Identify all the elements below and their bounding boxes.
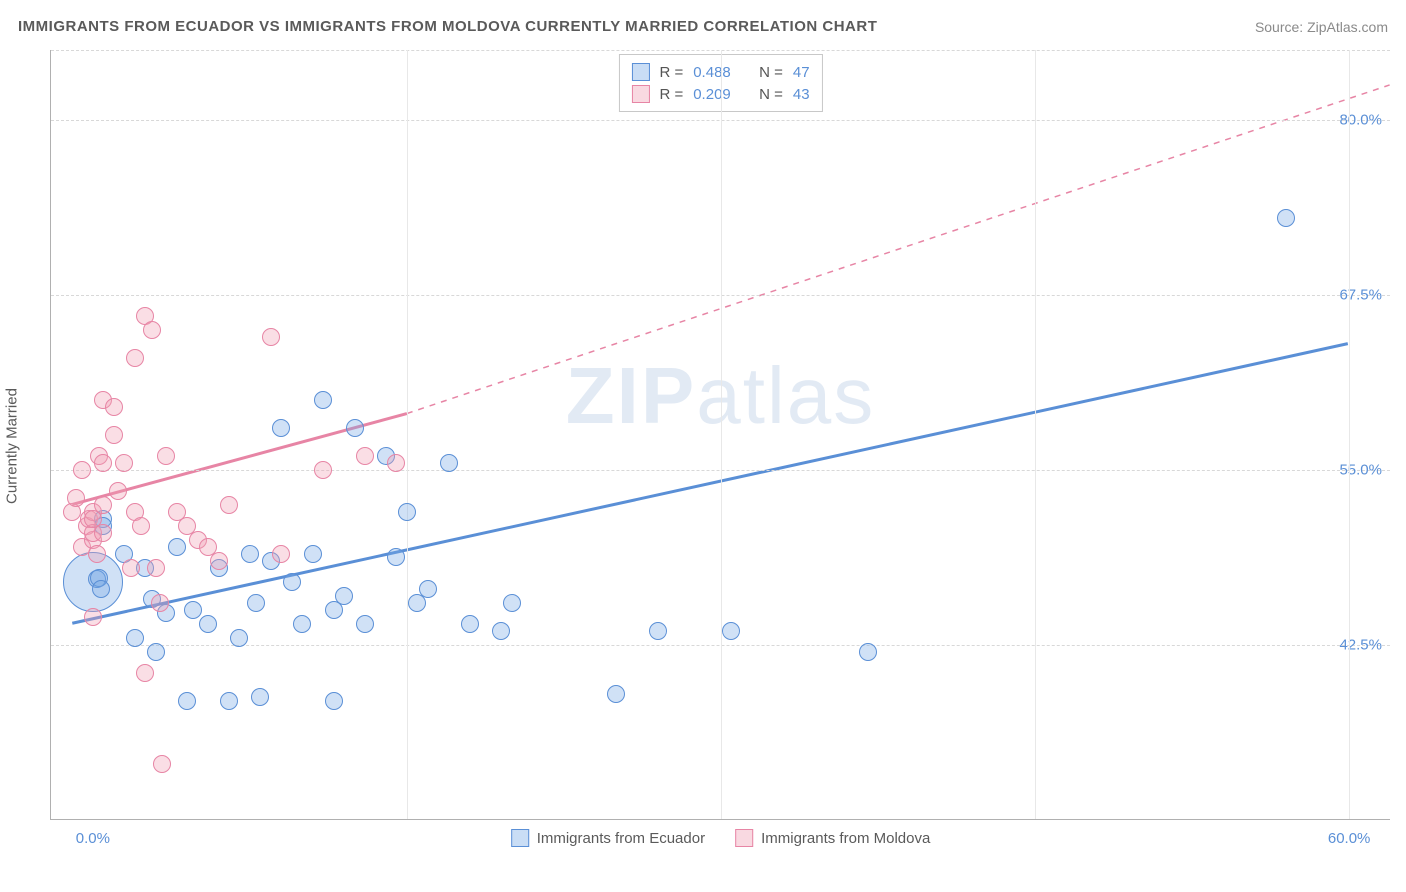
legend-bottom: Immigrants from Ecuador Immigrants from … — [511, 829, 931, 847]
scatter-point-moldova — [136, 664, 154, 682]
scatter-point-moldova — [147, 559, 165, 577]
scatter-point-moldova — [105, 398, 123, 416]
grid-line-vertical — [407, 50, 408, 819]
scatter-point-moldova — [151, 594, 169, 612]
r-value-ecuador: 0.488 — [693, 64, 731, 81]
scatter-point-moldova — [132, 517, 150, 535]
trend-line — [72, 344, 1348, 624]
scatter-point-ecuador — [314, 391, 332, 409]
scatter-point-moldova — [356, 447, 374, 465]
y-axis-label: Currently Married — [4, 388, 21, 504]
scatter-point-ecuador — [503, 594, 521, 612]
title-bar: IMMIGRANTS FROM ECUADOR VS IMMIGRANTS FR… — [18, 18, 1388, 35]
scatter-point-moldova — [143, 321, 161, 339]
swatch-pink-icon — [631, 85, 649, 103]
scatter-point-ecuador — [461, 615, 479, 633]
scatter-point-ecuador — [492, 622, 510, 640]
scatter-point-ecuador — [283, 573, 301, 591]
n-label: N = — [759, 86, 783, 103]
scatter-point-moldova — [126, 349, 144, 367]
chart-title: IMMIGRANTS FROM ECUADOR VS IMMIGRANTS FR… — [18, 18, 877, 35]
grid-line-vertical — [1035, 50, 1036, 819]
scatter-point-ecuador — [859, 643, 877, 661]
legend-label-moldova: Immigrants from Moldova — [761, 830, 930, 847]
y-tick-label: 67.5% — [1339, 287, 1382, 304]
scatter-point-ecuador — [419, 580, 437, 598]
scatter-point-ecuador — [293, 615, 311, 633]
source-label: Source: ZipAtlas.com — [1255, 19, 1388, 35]
scatter-point-ecuador — [184, 601, 202, 619]
scatter-point-ecuador — [126, 629, 144, 647]
x-tick-label: 60.0% — [1328, 830, 1371, 847]
scatter-point-ecuador — [398, 503, 416, 521]
scatter-point-moldova — [105, 426, 123, 444]
scatter-point-moldova — [73, 461, 91, 479]
y-tick-label: 42.5% — [1339, 637, 1382, 654]
plot-area: ZIPatlas R = 0.488 N = 47 R = 0.209 N = … — [50, 50, 1390, 820]
scatter-point-ecuador — [272, 419, 290, 437]
scatter-point-moldova — [115, 454, 133, 472]
scatter-point-ecuador — [251, 688, 269, 706]
y-tick-label: 55.0% — [1339, 462, 1382, 479]
scatter-point-ecuador — [178, 692, 196, 710]
scatter-point-moldova — [262, 328, 280, 346]
scatter-point-ecuador — [241, 545, 259, 563]
scatter-point-moldova — [122, 559, 140, 577]
r-label: R = — [659, 64, 683, 81]
scatter-point-ecuador — [92, 580, 110, 598]
n-label: N = — [759, 64, 783, 81]
r-label: R = — [659, 86, 683, 103]
legend-label-ecuador: Immigrants from Ecuador — [537, 830, 705, 847]
scatter-point-moldova — [94, 496, 112, 514]
scatter-point-moldova — [314, 461, 332, 479]
scatter-point-ecuador — [722, 622, 740, 640]
scatter-point-ecuador — [220, 692, 238, 710]
grid-line-vertical — [721, 50, 722, 819]
swatch-blue-icon — [631, 63, 649, 81]
scatter-point-moldova — [157, 447, 175, 465]
scatter-point-ecuador — [387, 548, 405, 566]
scatter-point-ecuador — [199, 615, 217, 633]
scatter-point-ecuador — [356, 615, 374, 633]
scatter-point-ecuador — [247, 594, 265, 612]
legend-item-moldova: Immigrants from Moldova — [735, 829, 930, 847]
scatter-point-moldova — [210, 552, 228, 570]
scatter-point-moldova — [94, 454, 112, 472]
scatter-point-ecuador — [346, 419, 364, 437]
n-value-ecuador: 47 — [793, 64, 810, 81]
scatter-point-moldova — [84, 608, 102, 626]
scatter-point-moldova — [220, 496, 238, 514]
scatter-point-ecuador — [168, 538, 186, 556]
scatter-point-moldova — [272, 545, 290, 563]
n-value-moldova: 43 — [793, 86, 810, 103]
scatter-point-ecuador — [325, 692, 343, 710]
swatch-blue-icon — [511, 829, 529, 847]
scatter-point-ecuador — [1277, 209, 1295, 227]
scatter-point-ecuador — [607, 685, 625, 703]
r-value-moldova: 0.209 — [693, 86, 731, 103]
grid-line-vertical — [1349, 50, 1350, 819]
swatch-pink-icon — [735, 829, 753, 847]
scatter-point-moldova — [109, 482, 127, 500]
scatter-point-ecuador — [230, 629, 248, 647]
scatter-point-moldova — [67, 489, 85, 507]
x-tick-label: 0.0% — [76, 830, 110, 847]
scatter-point-ecuador — [304, 545, 322, 563]
legend-item-ecuador: Immigrants from Ecuador — [511, 829, 705, 847]
scatter-point-ecuador — [649, 622, 667, 640]
y-tick-label: 80.0% — [1339, 112, 1382, 129]
scatter-point-ecuador — [440, 454, 458, 472]
scatter-point-moldova — [153, 755, 171, 773]
trend-line — [407, 85, 1390, 414]
scatter-point-ecuador — [335, 587, 353, 605]
scatter-point-moldova — [88, 545, 106, 563]
scatter-point-moldova — [94, 524, 112, 542]
scatter-point-moldova — [387, 454, 405, 472]
scatter-point-ecuador — [147, 643, 165, 661]
